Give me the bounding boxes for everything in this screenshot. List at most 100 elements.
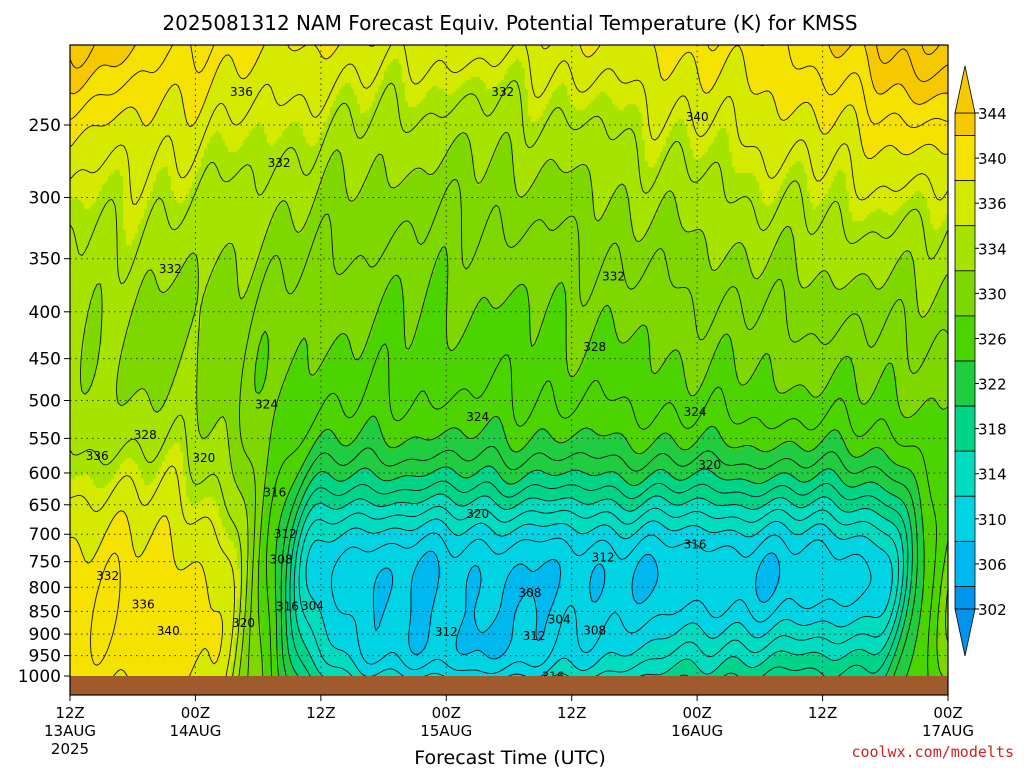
y-tick-label: 550 (29, 429, 61, 449)
colorbar-label: 322 (978, 376, 1007, 394)
colorbar-swatch (954, 270, 976, 317)
chart-title: 2025081312 NAM Forecast Equiv. Potential… (162, 11, 857, 35)
x-tick-label: 15AUG (420, 722, 472, 740)
theta-e-field (70, 45, 948, 678)
x-tick-label: 16AUG (671, 722, 723, 740)
contour-label: 324 (255, 397, 278, 411)
contour-label: 320 (698, 458, 721, 472)
colorbar-swatch (954, 405, 976, 452)
y-tick-label: 650 (29, 496, 61, 516)
x-tick-label: 14AUG (169, 722, 221, 740)
colorbar-label: 306 (978, 556, 1007, 574)
colorbar-label: 336 (978, 195, 1007, 213)
colorbar-label: 340 (978, 150, 1007, 168)
x-tick-label: 00Z (682, 704, 711, 722)
y-tick-label: 450 (29, 350, 61, 370)
colorbar-label: 326 (978, 330, 1007, 348)
contour-label: 320 (466, 507, 489, 521)
colorbar-swatch (954, 495, 976, 542)
contour-label: 316 (276, 600, 299, 614)
colorbar-label: 334 (978, 240, 1007, 258)
x-tick-label: 12Z (557, 704, 586, 722)
contour-label: 332 (602, 270, 625, 284)
contour-label: 316 (684, 537, 707, 551)
y-tick-label: 700 (29, 525, 61, 545)
x-tick-label: 12Z (306, 704, 335, 722)
x-tick-label: 00Z (432, 704, 461, 722)
y-tick-label: 1000 (18, 667, 61, 687)
colorbar-swatch (954, 135, 976, 182)
colorbar-top-arrow (954, 65, 976, 114)
x-tick-label: 12Z (55, 704, 84, 722)
y-tick-label: 250 (29, 116, 61, 136)
contour-label: 312 (523, 629, 546, 643)
colorbar-label: 344 (978, 105, 1007, 123)
y-tick-label: 500 (29, 392, 61, 412)
contour-label: 312 (274, 527, 297, 541)
colorbar-swatch (954, 450, 976, 497)
colorbar-label: 310 (978, 511, 1007, 529)
x-tick-label: 17AUG (922, 722, 974, 740)
contour-label: 332 (491, 85, 514, 99)
contour-label: 340 (157, 624, 180, 638)
contour-lines (70, 45, 948, 678)
contour-label: 316 (541, 669, 564, 683)
contour-label: 312 (435, 625, 458, 639)
contour-label: 304 (548, 612, 571, 626)
contour-label: 304 (301, 599, 324, 613)
contour-label: 340 (686, 110, 709, 124)
colorbar-swatch (954, 360, 976, 407)
contour-label: 336 (132, 597, 155, 611)
ground-surface (70, 676, 948, 695)
y-tick-label: 600 (29, 464, 61, 484)
y-tick-label: 300 (29, 188, 61, 208)
contour-label: 332 (268, 156, 291, 170)
y-tick-label: 350 (29, 250, 61, 270)
contour-label: 320 (232, 616, 255, 630)
contour-label: 308 (270, 553, 293, 567)
contour-label: 324 (684, 405, 707, 419)
contour-label: 336 (86, 449, 109, 463)
colorbar-label: 314 (978, 466, 1007, 484)
plot-frame (69, 44, 949, 696)
contour-label: 308 (583, 624, 606, 638)
x-tick-label: 2025 (51, 740, 89, 758)
contour-label: 332 (159, 262, 182, 276)
colorbar-swatch (954, 315, 976, 362)
y-tick-label: 850 (29, 602, 61, 622)
colorbar-swatch (954, 180, 976, 227)
colorbar-swatch (954, 112, 976, 136)
isotherm-paths (70, 45, 948, 678)
colorbar: 344 340 336 334 330 326 322 318 314 310 306 302 (954, 65, 1007, 657)
contour-label: 320 (192, 451, 215, 465)
contour-label: 324 (466, 410, 489, 424)
colorbar-swatch (954, 586, 976, 610)
pressure-axis: 250 300 350 400 450 500 550 600 650 700 750 800 850 9… (18, 116, 70, 687)
colorbar-bottom-arrow (954, 608, 976, 657)
grid-lines (70, 45, 948, 676)
y-tick-label: 750 (29, 553, 61, 573)
colorbar-swatch (954, 225, 976, 272)
x-tick-label: 12Z (808, 704, 837, 722)
x-tick-label: 00Z (933, 704, 962, 722)
colorbar-label: 330 (978, 285, 1007, 303)
x-tick-label: 13AUG (44, 722, 96, 740)
y-tick-label: 950 (29, 647, 61, 667)
contour-label: 312 (592, 550, 615, 564)
colorbar-label: 318 (978, 421, 1007, 439)
colorbar-swatch (954, 540, 976, 587)
y-tick-label: 900 (29, 625, 61, 645)
contour-label: 316 (263, 485, 286, 499)
contour-label: 328 (134, 428, 157, 442)
x-tick-label: 00Z (181, 704, 210, 722)
contour-label: 328 (583, 340, 606, 354)
colorbar-label: 302 (978, 601, 1007, 619)
y-tick-label: 800 (29, 578, 61, 598)
contour-label: 308 (518, 586, 541, 600)
y-tick-label: 400 (29, 303, 61, 323)
contour-label: 332 (96, 569, 119, 583)
